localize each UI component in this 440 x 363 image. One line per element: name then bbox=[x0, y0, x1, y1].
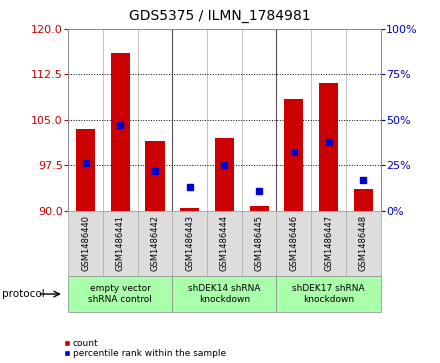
Legend: count, percentile rank within the sample: count, percentile rank within the sample bbox=[64, 339, 226, 359]
Text: GDS5375 / ILMN_1784981: GDS5375 / ILMN_1784981 bbox=[129, 9, 311, 23]
Text: shDEK17 shRNA
knockdown: shDEK17 shRNA knockdown bbox=[292, 284, 365, 304]
Text: GSM1486443: GSM1486443 bbox=[185, 215, 194, 271]
Bar bbox=[111, 53, 130, 211]
Text: GSM1486448: GSM1486448 bbox=[359, 215, 368, 271]
Text: GSM1486447: GSM1486447 bbox=[324, 215, 333, 271]
Bar bbox=[180, 208, 199, 211]
Text: shDEK14 shRNA
knockdown: shDEK14 shRNA knockdown bbox=[188, 284, 260, 304]
Bar bbox=[146, 141, 165, 211]
Bar bbox=[284, 99, 303, 211]
Text: GSM1486442: GSM1486442 bbox=[150, 215, 159, 271]
Bar bbox=[215, 138, 234, 211]
Bar bbox=[249, 206, 269, 211]
Text: GSM1486445: GSM1486445 bbox=[255, 215, 264, 271]
Text: empty vector
shRNA control: empty vector shRNA control bbox=[88, 284, 152, 304]
Bar bbox=[319, 83, 338, 211]
Bar bbox=[76, 129, 95, 211]
Bar bbox=[354, 189, 373, 211]
Text: protocol: protocol bbox=[2, 289, 45, 299]
Text: GSM1486444: GSM1486444 bbox=[220, 215, 229, 271]
Text: GSM1486441: GSM1486441 bbox=[116, 215, 125, 271]
Text: GSM1486440: GSM1486440 bbox=[81, 215, 90, 271]
Text: GSM1486446: GSM1486446 bbox=[290, 215, 298, 271]
